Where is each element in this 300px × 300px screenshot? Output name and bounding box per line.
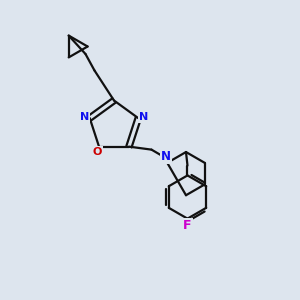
Text: N: N: [161, 150, 171, 163]
Text: N: N: [80, 112, 89, 122]
Text: O: O: [93, 147, 102, 157]
Text: N: N: [139, 112, 148, 122]
Text: F: F: [183, 219, 192, 232]
